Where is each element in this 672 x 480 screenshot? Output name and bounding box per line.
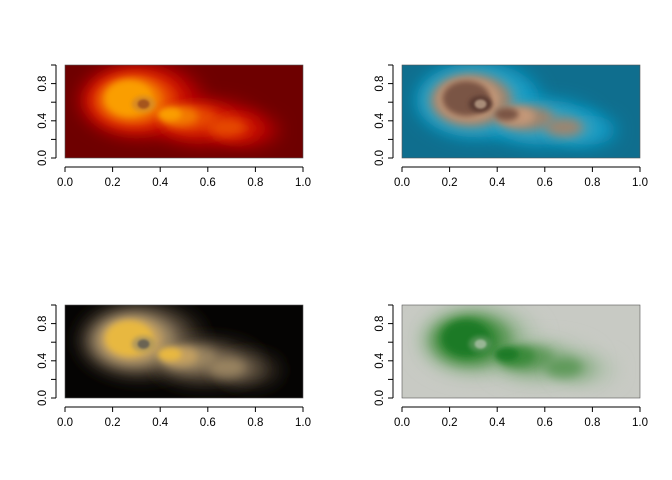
heatmap-cell bbox=[544, 358, 583, 377]
x-tick-label: 0.4 bbox=[489, 417, 506, 429]
x-tick-label: 0.4 bbox=[489, 177, 506, 189]
x-tick-label: 0.6 bbox=[200, 177, 216, 189]
x-tick-label: 0.8 bbox=[247, 417, 263, 429]
y-tick-label: 0.8 bbox=[374, 316, 386, 332]
panel-top-right: 0.0 0.2 0.4 0.6 0.8 1.0 0.0 0.4 0.8 bbox=[374, 64, 648, 189]
heatmap-cell bbox=[474, 339, 487, 349]
heatmap-cell bbox=[207, 118, 246, 137]
x-tick-label: 0.0 bbox=[57, 177, 73, 189]
plot-frame bbox=[401, 64, 641, 159]
y-tick-label: 0.4 bbox=[374, 352, 386, 369]
heatmap-cell bbox=[544, 118, 583, 137]
x-tick-label: 0.6 bbox=[200, 417, 216, 429]
x-tick-label: 0.0 bbox=[394, 177, 410, 189]
plot-frame bbox=[64, 64, 304, 159]
x-tick-label: 0.6 bbox=[537, 417, 553, 429]
x-tick-label: 0.4 bbox=[152, 177, 169, 189]
x-tick-label: 1.0 bbox=[632, 417, 648, 429]
heatmap-cell bbox=[494, 107, 519, 121]
y-tick-label: 0.8 bbox=[374, 76, 386, 92]
plot-frame bbox=[401, 304, 641, 399]
x-tick-label: 0.8 bbox=[247, 177, 263, 189]
heatmap-cell bbox=[157, 107, 182, 121]
plot-frame bbox=[64, 304, 304, 399]
y-tick-label: 0.0 bbox=[37, 150, 49, 166]
x-tick-label: 0.0 bbox=[57, 417, 73, 429]
heatmap-cell bbox=[207, 358, 246, 377]
y-tick-label: 0.0 bbox=[374, 150, 386, 166]
heatmap-image bbox=[65, 305, 303, 398]
heatmap-image bbox=[402, 65, 640, 158]
heatmap-cell bbox=[474, 99, 487, 109]
y-tick-label: 0.4 bbox=[374, 112, 386, 129]
y-tick-label: 0.8 bbox=[37, 316, 49, 332]
heatmap-cell bbox=[494, 347, 519, 361]
x-tick-label: 0.8 bbox=[584, 177, 600, 189]
x-tick-label: 0.8 bbox=[584, 417, 600, 429]
panel-top-left: 0.0 0.2 0.4 0.6 0.8 1.0 0.0 0.4 0.8 bbox=[37, 64, 311, 189]
x-tick-label: 0.2 bbox=[442, 177, 458, 189]
heatmap-cell bbox=[157, 347, 182, 361]
y-tick-label: 0.4 bbox=[37, 112, 49, 129]
x-tick-label: 0.2 bbox=[442, 417, 458, 429]
x-tick-label: 1.0 bbox=[632, 177, 648, 189]
y-tick-label: 0.0 bbox=[374, 390, 386, 406]
panel-bottom-left: 0.0 0.2 0.4 0.6 0.8 1.0 0.0 0.4 0.8 bbox=[37, 304, 311, 429]
y-tick-label: 0.4 bbox=[37, 352, 49, 369]
heatmap-cell bbox=[137, 99, 150, 109]
x-tick-label: 0.2 bbox=[105, 177, 121, 189]
x-tick-label: 0.4 bbox=[152, 417, 169, 429]
heatmap-image bbox=[65, 65, 303, 158]
heatmap-image bbox=[402, 305, 640, 398]
y-tick-label: 0.8 bbox=[37, 76, 49, 92]
x-tick-label: 0.6 bbox=[537, 177, 553, 189]
panel-bottom-right: 0.0 0.2 0.4 0.6 0.8 1.0 0.0 0.4 0.8 bbox=[374, 304, 648, 429]
y-tick-label: 0.0 bbox=[37, 390, 49, 406]
x-tick-label: 0.2 bbox=[105, 417, 121, 429]
x-tick-label: 1.0 bbox=[295, 177, 311, 189]
heatmap-cell bbox=[137, 339, 150, 349]
x-tick-label: 1.0 bbox=[295, 417, 311, 429]
x-tick-label: 0.0 bbox=[394, 417, 410, 429]
